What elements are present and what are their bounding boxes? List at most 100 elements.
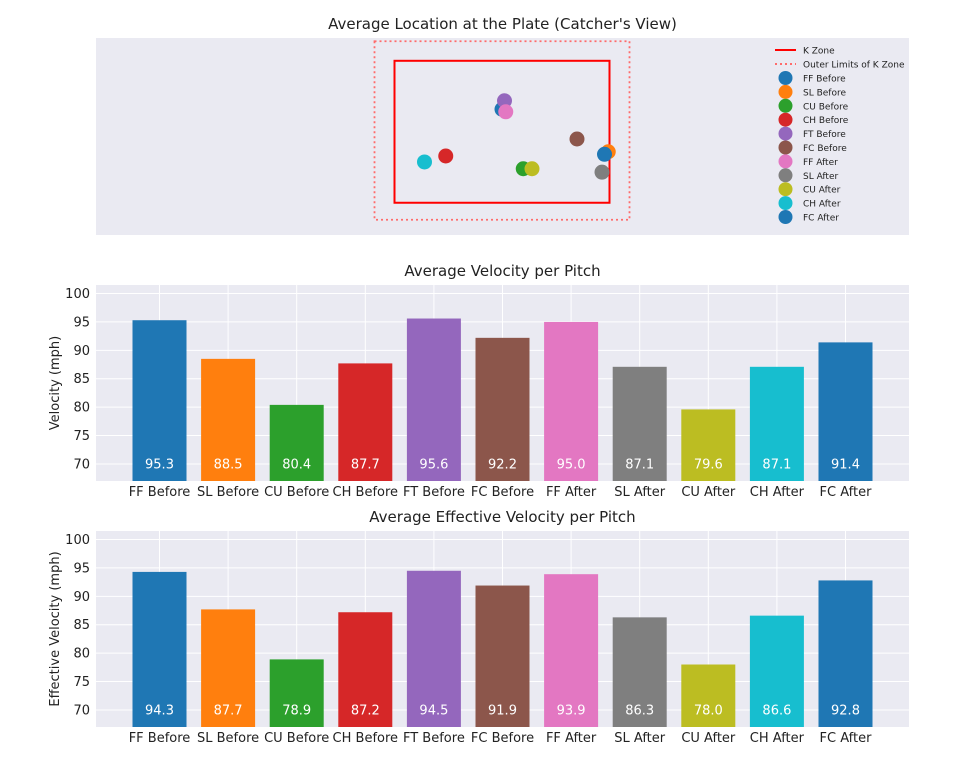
- effective-velocity-bar: [201, 609, 256, 727]
- legend-marker: [778, 126, 793, 141]
- velocity-chart-title: Average Velocity per Pitch: [404, 262, 600, 280]
- y-tick-label: 80: [73, 401, 90, 416]
- effective-velocity-bar-value-label: 87.7: [214, 703, 243, 718]
- legend-marker: [778, 196, 793, 211]
- x-tick-label: CH After: [750, 731, 805, 746]
- effective-velocity-bar: [338, 612, 393, 727]
- effective-velocity-bar-value-label: 78.0: [694, 703, 723, 718]
- scatter-point-sl-after: [594, 164, 610, 180]
- velocity-bar: [201, 358, 256, 481]
- effective-velocity-bar-value-label: 91.9: [488, 703, 517, 718]
- x-tick-label: FF After: [546, 485, 597, 500]
- velocity-bar-value-label: 87.1: [625, 457, 654, 472]
- velocity-bar: [132, 320, 187, 481]
- y-tick-label: 70: [73, 703, 90, 718]
- x-tick-label: CH After: [750, 485, 805, 500]
- legend-label: SL Before: [803, 88, 846, 98]
- x-tick-label: CU After: [681, 731, 736, 746]
- legend-label: CU Before: [803, 102, 849, 112]
- legend-label: CH After: [803, 200, 841, 210]
- legend-label: CU After: [803, 186, 841, 196]
- effective-velocity-bar-value-label: 94.5: [419, 703, 448, 718]
- x-tick-label: SL After: [614, 731, 666, 746]
- y-tick-label: 100: [65, 533, 90, 548]
- effective-velocity-bar: [612, 617, 667, 727]
- velocity-bar-value-label: 79.6: [694, 457, 723, 472]
- y-tick-label: 75: [73, 429, 90, 444]
- velocity-bar-value-label: 95.6: [419, 457, 448, 472]
- x-tick-label: CU After: [681, 485, 736, 500]
- legend-marker: [778, 84, 793, 99]
- effective-velocity-bar-value-label: 93.9: [557, 703, 586, 718]
- velocity-bar: [475, 337, 530, 481]
- scatter-point-ft-before: [497, 93, 512, 109]
- legend-marker: [778, 210, 793, 224]
- legend-label: K Zone: [803, 47, 835, 57]
- y-tick-label: 85: [73, 618, 90, 633]
- legend-label: FT Before: [803, 130, 846, 140]
- velocity-bar-value-label: 87.7: [351, 457, 380, 472]
- legend-label: Outer Limits of K Zone: [803, 61, 905, 71]
- legend-label: SL After: [803, 172, 839, 182]
- x-tick-label: CH Before: [333, 731, 399, 746]
- effective-velocity-bar: [818, 580, 873, 727]
- effective-velocity-y-axis-label: Effective Velocity (mph): [48, 551, 63, 706]
- effective-velocity-bar: [681, 664, 736, 727]
- y-tick-label: 75: [73, 675, 90, 690]
- x-tick-label: FC After: [820, 485, 873, 500]
- effective-velocity-bar-value-label: 78.9: [282, 703, 311, 718]
- effective-velocity-bar-value-label: 92.8: [831, 703, 860, 718]
- legend-label: FC After: [803, 214, 839, 224]
- velocity-bar-value-label: 92.2: [488, 457, 517, 472]
- y-tick-label: 95: [73, 561, 90, 576]
- y-tick-label: 80: [73, 647, 90, 662]
- legend-label: FF Before: [803, 75, 846, 85]
- x-tick-label: CU Before: [264, 485, 329, 500]
- velocity-bar-value-label: 95.3: [145, 457, 174, 472]
- x-tick-label: FF Before: [129, 731, 191, 746]
- velocity-bar: [338, 363, 393, 481]
- velocity-bar-value-label: 91.4: [831, 457, 860, 472]
- velocity-bar-value-label: 87.1: [762, 457, 791, 472]
- x-tick-label: FC After: [820, 731, 873, 746]
- effective-velocity-bar-value-label: 86.3: [625, 703, 654, 718]
- effective-velocity-bar: [132, 571, 187, 727]
- velocity-bar-value-label: 88.5: [214, 457, 243, 472]
- legend-label: CH Before: [803, 116, 849, 126]
- effective-velocity-bar-value-label: 94.3: [145, 703, 174, 718]
- legend-marker: [778, 168, 793, 183]
- effective-velocity-bar: [269, 659, 324, 727]
- scatter-point-fc-before: [569, 131, 585, 147]
- effective-velocity-bar: [475, 585, 530, 727]
- velocity-bar-value-label: 95.0: [557, 457, 586, 472]
- scatter-point-ch-before: [438, 148, 454, 164]
- velocity-bar: [749, 366, 804, 481]
- legend-marker: [778, 98, 793, 113]
- velocity-bar: [406, 318, 461, 481]
- velocity-bar: [681, 409, 736, 481]
- velocity-bar: [612, 366, 667, 481]
- effective-velocity-bar: [406, 570, 461, 727]
- scatter-point-ff-after: [498, 104, 514, 120]
- x-tick-label: SL After: [614, 485, 666, 500]
- velocity-y-axis-label: Velocity (mph): [48, 336, 63, 430]
- velocity-bar-value-label: 80.4: [282, 457, 311, 472]
- x-tick-label: FC Before: [471, 485, 534, 500]
- legend-marker: [778, 112, 793, 127]
- legend-marker: [778, 154, 793, 169]
- effective-velocity-bar-value-label: 87.2: [351, 703, 380, 718]
- effective-velocity-bar: [749, 615, 804, 727]
- y-tick-label: 70: [73, 457, 90, 472]
- x-tick-label: FC Before: [471, 731, 534, 746]
- legend-marker: [778, 140, 793, 155]
- velocity-bar: [818, 342, 873, 481]
- effective-velocity-bar-value-label: 86.6: [762, 703, 791, 718]
- x-tick-label: FT Before: [403, 731, 465, 746]
- legend-marker: [778, 71, 793, 85]
- scatter-point-fc-after: [597, 146, 612, 162]
- y-tick-label: 100: [65, 287, 90, 302]
- x-tick-label: CU Before: [264, 731, 329, 746]
- scatter-point-ch-after: [417, 154, 432, 170]
- outer-k-zone: [373, 40, 631, 221]
- x-tick-label: FF After: [546, 731, 597, 746]
